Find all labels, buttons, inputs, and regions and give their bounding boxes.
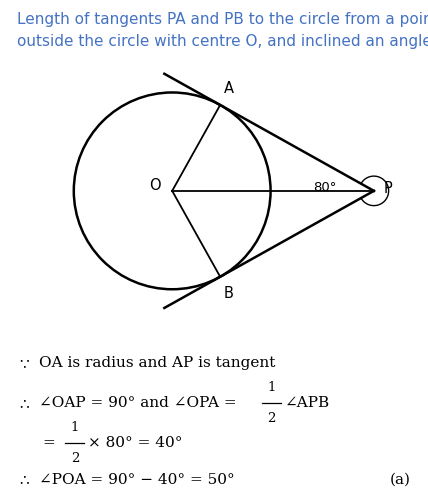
Text: P: P xyxy=(384,182,392,197)
Text: 1: 1 xyxy=(71,421,79,434)
Text: (a): (a) xyxy=(389,473,410,487)
Text: =: = xyxy=(43,436,56,450)
Text: 2: 2 xyxy=(71,452,79,465)
Text: 2: 2 xyxy=(268,412,276,425)
Text: ∠APB: ∠APB xyxy=(285,396,330,410)
Text: Length of tangents PA and PB to the circle from a point P
outside the circle wit: Length of tangents PA and PB to the circ… xyxy=(17,12,428,49)
Text: ∠OAP = 90° and ∠OPA =: ∠OAP = 90° and ∠OPA = xyxy=(39,396,236,410)
Text: ∵: ∵ xyxy=(19,356,29,371)
Text: B: B xyxy=(224,285,234,300)
Text: 80°: 80° xyxy=(313,182,336,195)
Text: ∴: ∴ xyxy=(19,473,29,488)
Text: ∴: ∴ xyxy=(19,396,29,411)
Text: × 80° = 40°: × 80° = 40° xyxy=(88,436,182,450)
Text: O: O xyxy=(149,179,160,194)
Text: ∠POA = 90° − 40° = 50°: ∠POA = 90° − 40° = 50° xyxy=(39,473,234,487)
Text: 1: 1 xyxy=(268,381,276,394)
Text: A: A xyxy=(224,81,234,96)
Text: OA is radius and AP is tangent: OA is radius and AP is tangent xyxy=(39,356,275,370)
